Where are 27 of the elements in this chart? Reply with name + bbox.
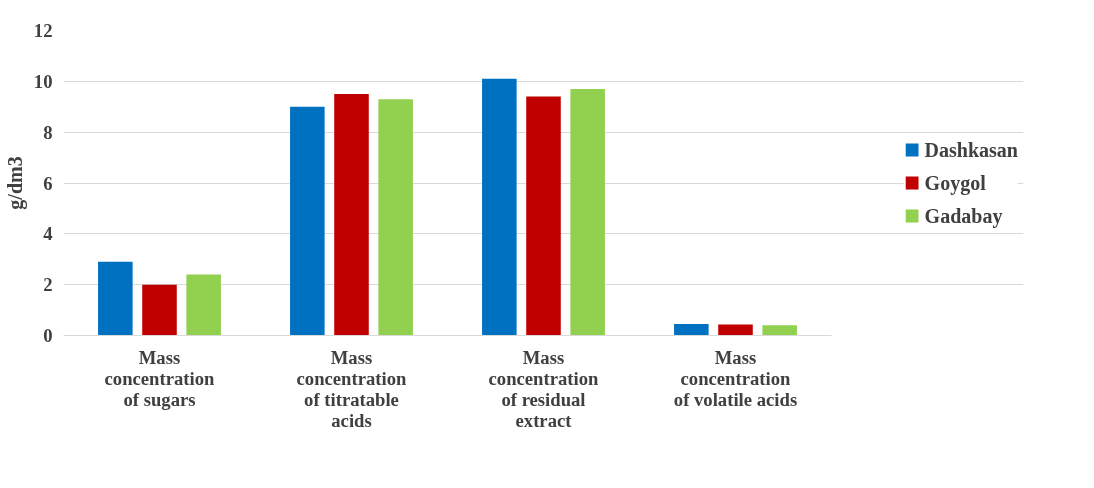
bar xyxy=(290,106,325,336)
bar xyxy=(718,324,753,336)
y-tick-label: 4 xyxy=(43,223,53,245)
y-tick-label: 2 xyxy=(43,274,53,296)
bar xyxy=(334,94,369,336)
y-tick-label: 10 xyxy=(33,70,53,92)
bar xyxy=(142,284,177,336)
y-tick-label: 0 xyxy=(43,325,53,346)
y-axis-title: g/dm3 xyxy=(3,156,27,210)
x-tick-label: Mass concentration of titratable acids xyxy=(296,346,408,431)
legend-label: Dashkasan xyxy=(924,138,1018,161)
legend-label: Gadabay xyxy=(924,204,1003,227)
bar xyxy=(186,274,221,336)
y-tick-label: 6 xyxy=(43,172,53,194)
bar xyxy=(674,324,709,336)
bar xyxy=(482,78,517,336)
x-tick-label: Mass concentration of residual extract xyxy=(488,346,600,431)
bar xyxy=(98,261,133,336)
bar xyxy=(526,96,561,336)
x-tick-label: Mass concentration of volatile acids xyxy=(673,346,798,410)
bar xyxy=(762,325,797,336)
legend-label: Goygol xyxy=(924,171,986,194)
bar xyxy=(378,99,413,336)
y-tick-label: 12 xyxy=(33,20,53,41)
bar xyxy=(570,88,605,336)
x-tick-label: Mass concentration of sugars xyxy=(104,346,216,410)
y-tick-label: 8 xyxy=(43,121,53,143)
